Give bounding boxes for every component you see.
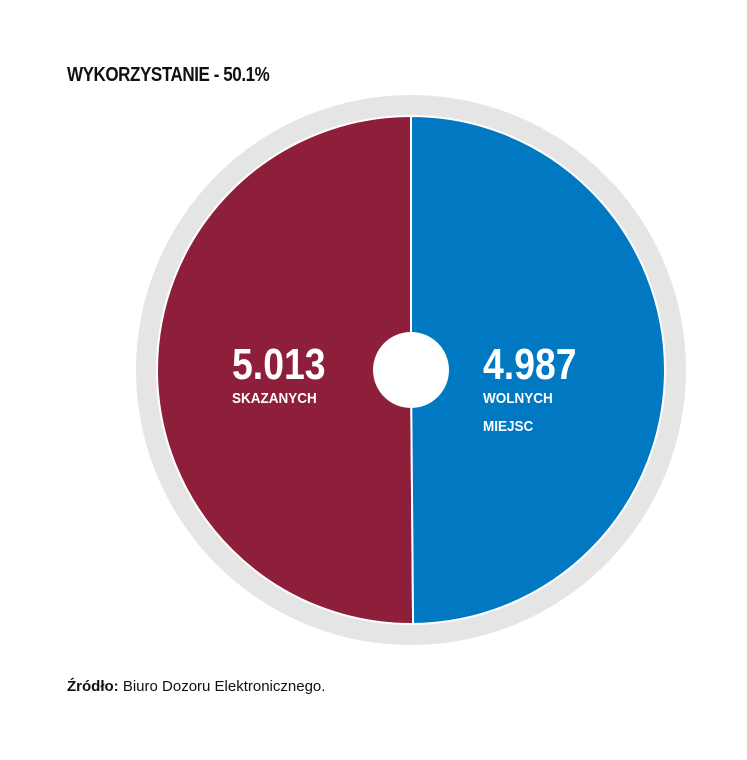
category-label: SKAZANYCH xyxy=(232,390,317,407)
source: Źródło: Biuro Dozoru Elektronicznego. xyxy=(67,678,325,695)
category-label: WOLNYCH MIEJSC xyxy=(483,390,553,435)
center-hole xyxy=(373,332,449,408)
source-label: Źródło: xyxy=(67,678,119,695)
slice xyxy=(156,114,415,625)
value-label: 4.987 xyxy=(483,340,577,389)
source-text: Biuro Dozoru Elektronicznego. xyxy=(122,678,326,695)
slice xyxy=(410,114,667,626)
value-label: 5.013 xyxy=(232,340,326,389)
chart-title: WYKORZYSTANIE - 50.1% xyxy=(67,64,270,86)
